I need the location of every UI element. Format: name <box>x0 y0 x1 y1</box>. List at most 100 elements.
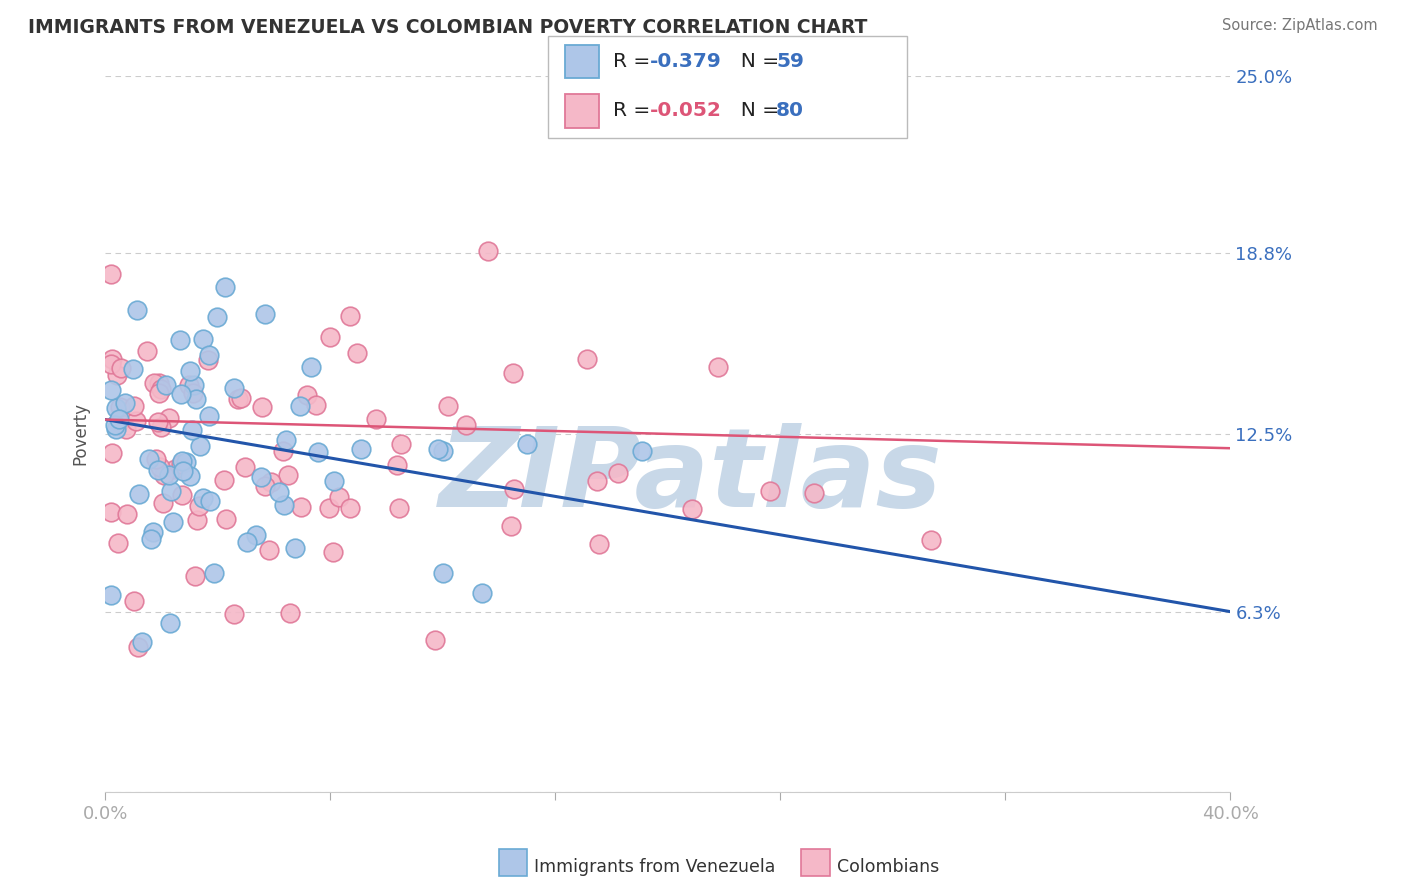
Point <box>803 485 825 500</box>
Point <box>284 541 307 555</box>
Point <box>148 386 170 401</box>
Point <box>278 607 301 621</box>
Point <box>128 487 150 501</box>
Text: 80: 80 <box>776 101 804 120</box>
Point <box>169 387 191 401</box>
Point <box>274 434 297 448</box>
Point <box>148 376 170 390</box>
Point <box>254 479 277 493</box>
Point <box>142 376 165 390</box>
Point <box>249 470 271 484</box>
Point <box>477 244 499 259</box>
Point <box>250 400 273 414</box>
Point <box>516 437 538 451</box>
Point <box>212 473 235 487</box>
Point <box>432 566 454 580</box>
Point <box>114 422 136 436</box>
Point <box>104 417 127 432</box>
Point <box>297 388 319 402</box>
Point <box>186 392 208 407</box>
Point <box>125 414 148 428</box>
Point <box>108 401 131 415</box>
Point <box>235 460 257 475</box>
Point <box>159 616 181 631</box>
Point <box>606 466 628 480</box>
Point <box>150 382 173 396</box>
Point <box>100 383 122 397</box>
Point <box>186 513 208 527</box>
Point <box>152 467 174 482</box>
Point <box>179 378 201 392</box>
Point <box>163 462 186 476</box>
Point <box>254 307 277 321</box>
Text: Immigrants from Venezuela: Immigrants from Venezuela <box>534 858 776 876</box>
Point <box>575 352 598 367</box>
Point <box>127 640 149 655</box>
Point <box>145 451 167 466</box>
Point <box>318 501 340 516</box>
Point <box>323 474 346 488</box>
Point <box>198 493 221 508</box>
Point <box>214 280 236 294</box>
Point <box>427 442 450 456</box>
Point <box>191 332 214 346</box>
Point <box>346 346 368 360</box>
Point <box>159 483 181 498</box>
Text: Colombians: Colombians <box>837 858 939 876</box>
Point <box>322 545 344 559</box>
Point <box>100 357 122 371</box>
Point <box>454 418 477 433</box>
Text: 59: 59 <box>776 52 804 71</box>
Point <box>307 444 329 458</box>
Point <box>202 566 225 580</box>
Point <box>124 594 146 608</box>
Point <box>172 454 194 468</box>
Point <box>162 515 184 529</box>
Point <box>100 588 122 602</box>
Point <box>257 542 280 557</box>
Point <box>290 399 312 413</box>
Point <box>172 464 194 478</box>
Point <box>385 458 408 472</box>
Point <box>149 420 172 434</box>
Point <box>188 439 211 453</box>
Point <box>235 535 257 549</box>
Point <box>127 303 149 318</box>
Point <box>226 392 249 407</box>
Point <box>631 443 654 458</box>
Point <box>471 586 494 600</box>
Point <box>176 455 198 469</box>
Point <box>707 359 730 374</box>
Point <box>188 499 211 513</box>
Point <box>122 399 145 413</box>
Text: Source: ZipAtlas.com: Source: ZipAtlas.com <box>1222 18 1378 33</box>
Point <box>267 485 290 500</box>
Point <box>148 415 170 429</box>
Point <box>108 412 131 426</box>
Point <box>273 443 295 458</box>
Point <box>191 491 214 506</box>
Point <box>318 330 340 344</box>
Point <box>260 475 283 489</box>
Point <box>198 347 221 361</box>
Point <box>273 498 295 512</box>
Point <box>681 502 703 516</box>
Point <box>290 500 312 515</box>
Point <box>586 474 609 488</box>
Point <box>205 310 228 324</box>
Point <box>105 368 128 383</box>
Point <box>157 468 180 483</box>
Point <box>304 398 326 412</box>
Text: R =: R = <box>613 101 657 120</box>
Point <box>122 361 145 376</box>
Text: -0.052: -0.052 <box>650 101 721 120</box>
Point <box>100 267 122 281</box>
Point <box>179 468 201 483</box>
Point <box>100 352 122 367</box>
Point <box>101 446 124 460</box>
Point <box>588 537 610 551</box>
Point <box>142 525 165 540</box>
Point <box>148 463 170 477</box>
Point <box>117 507 139 521</box>
Point <box>149 459 172 474</box>
